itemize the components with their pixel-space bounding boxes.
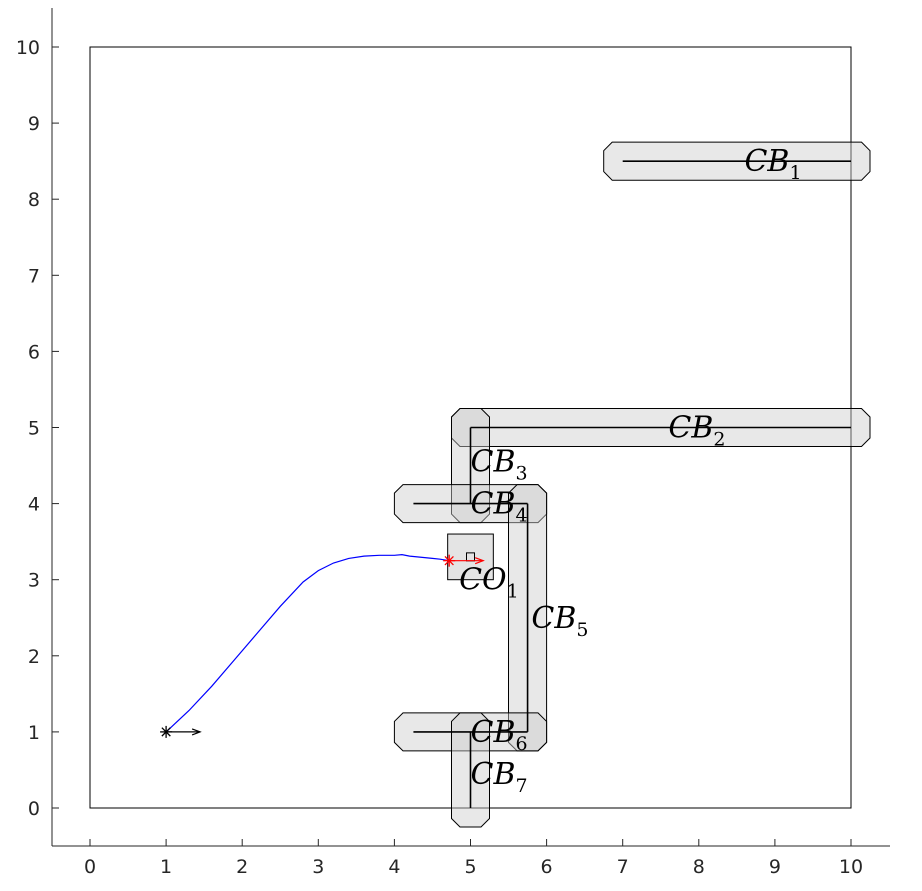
marker-stroke <box>161 727 171 737</box>
end-marker <box>443 554 456 567</box>
x-tick-label: 5 <box>464 856 476 878</box>
arrow-head <box>191 728 202 736</box>
x-tick-label: 7 <box>617 856 629 878</box>
label-cb-4: CB4 <box>471 487 528 527</box>
y-tick-label: 0 <box>28 798 40 820</box>
x-tick-label: 0 <box>84 856 96 878</box>
obstacle-co-1 <box>447 533 494 581</box>
label-cb-6: CB6 <box>471 715 528 755</box>
x-tick-label: 6 <box>541 856 553 878</box>
label-cb-1: CB1 <box>744 144 801 184</box>
x-tick-label: 10 <box>839 856 863 878</box>
corridors <box>393 141 871 828</box>
label-cb-7: CB7 <box>471 757 528 797</box>
y-tick-label: 10 <box>16 37 40 59</box>
start-marker <box>160 725 173 738</box>
trajectory-path <box>165 553 450 733</box>
y-tick-label: 5 <box>28 418 40 440</box>
y-tick-label: 4 <box>28 494 40 516</box>
label-cb-3: CB3 <box>471 445 528 485</box>
x-tick-label: 2 <box>236 856 248 878</box>
marker-stroke <box>444 555 454 566</box>
y-tick-label: 6 <box>28 341 40 363</box>
axes: 0 1 2 3 4 5 6 7 8 9 10 0 1 2 3 4 5 6 7 8 9 10 <box>16 8 890 878</box>
y-tick-label: 7 <box>28 265 40 287</box>
y-tick-label: 2 <box>28 646 40 668</box>
x-tick-label: 8 <box>693 856 705 878</box>
y-tick-label: 1 <box>28 722 40 744</box>
label-co-1: CO1 <box>459 563 519 603</box>
label-cb-5: CB5 <box>531 601 588 641</box>
y-tick-label: 9 <box>28 113 40 135</box>
label-cb-2: CB2 <box>668 411 725 451</box>
y-tick-label: 3 <box>28 570 40 592</box>
x-tick-label: 9 <box>769 856 781 878</box>
x-tick-label: 4 <box>388 856 400 878</box>
segment-lines <box>413 160 851 808</box>
trajectory <box>160 553 485 738</box>
arrow-head <box>474 557 485 565</box>
obstacle <box>447 533 494 581</box>
y-tick-label: 8 <box>28 189 40 211</box>
x-tick-label: 3 <box>312 856 324 878</box>
x-tick-label: 1 <box>160 856 172 878</box>
